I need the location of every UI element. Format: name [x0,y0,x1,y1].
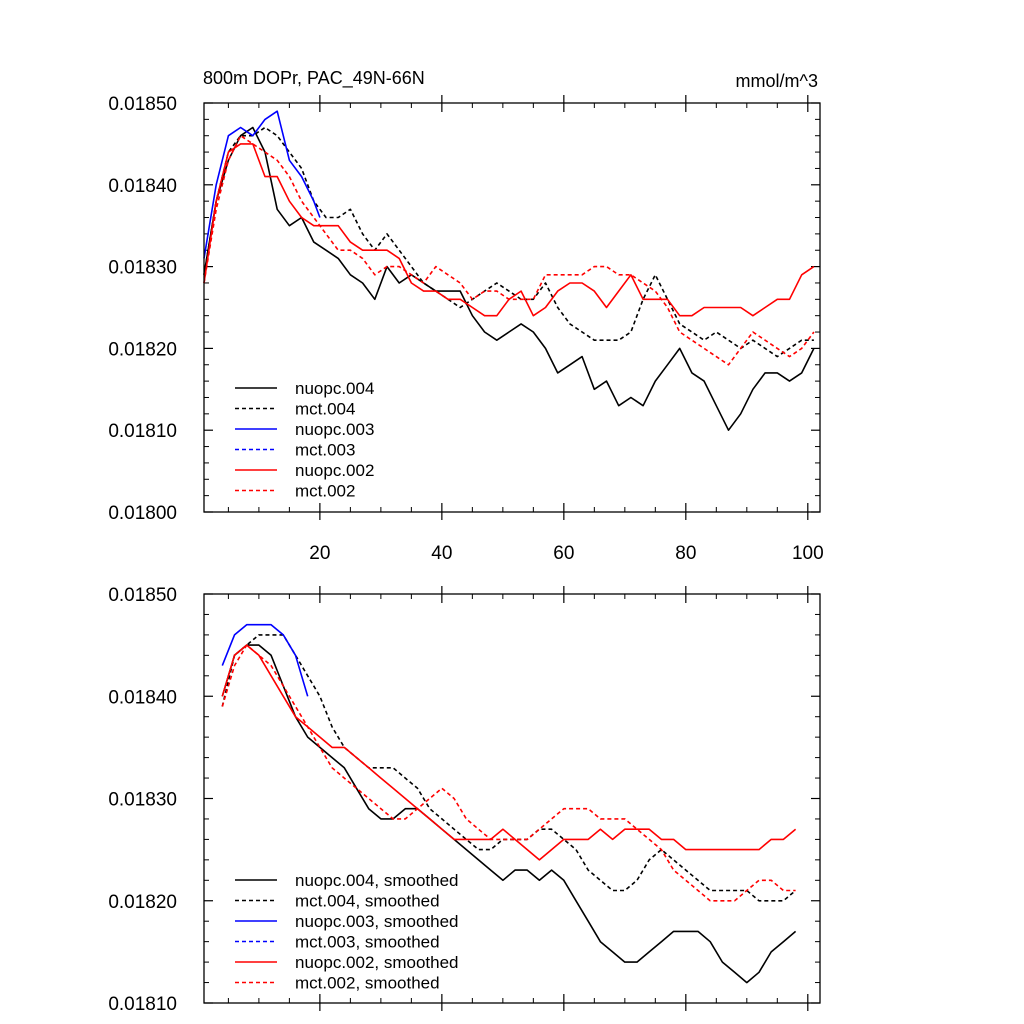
x-tick-label: 80 [675,543,696,564]
series-line [203,134,815,366]
plot-frame [203,102,821,513]
plot-frame [203,593,821,1004]
y-tick-label: 0.01820 [108,339,177,360]
series-line [203,110,321,259]
legend-label: mct.003, smoothed [295,933,440,952]
legend-label: nuopc.002 [295,461,374,480]
legend-label: mct.004 [295,400,355,419]
legend-label: nuopc.003, smoothed [295,912,459,931]
series-line [221,634,797,902]
y-tick-label: 0.01810 [108,421,177,442]
chart-title: 800m DOPr, PAC_49N-66N [203,68,425,89]
legend-label: nuopc.004, smoothed [295,871,459,890]
x-tick-label: 40 [431,543,452,564]
legend-label: nuopc.003 [295,420,374,439]
y-tick-label: 0.01830 [108,258,177,279]
series-line [203,126,814,358]
legend-label: mct.004, smoothed [295,892,440,911]
bottom-panel: 0.01810 0.01820 0.01830 0.01840 0.01850 nuop… [108,585,821,1015]
y-tick-label: 0.01800 [108,503,177,524]
legend-label: mct.002, smoothed [295,974,440,993]
y-tick-label: 0.01820 [108,892,177,913]
x-tick-label: 100 [792,543,824,564]
top-panel: 800m DOPr, PAC_49N-66N mmol/m^3 0.01800 0… [108,68,823,564]
y-tick-label: 0.01850 [108,94,177,115]
series-line [203,126,815,432]
y-tick-label: 0.01840 [108,687,177,708]
y-tick-label: 0.01850 [108,585,177,606]
series-line [221,644,797,984]
units-label: mmol/m^3 [736,71,818,91]
legend-label: nuopc.004 [295,379,374,398]
legend-label: nuopc.002, smoothed [295,953,459,972]
y-tick-label: 0.01810 [108,994,177,1015]
series-line [221,623,309,697]
y-tick-label: 0.01840 [108,176,177,197]
series-line [221,644,797,861]
x-tick-label: 20 [309,543,330,564]
y-tick-label: 0.01830 [108,790,177,811]
legend-label: mct.002 [295,482,355,501]
legend-label: mct.003 [295,441,355,460]
series-line [221,644,796,902]
x-tick-label: 60 [553,543,574,564]
